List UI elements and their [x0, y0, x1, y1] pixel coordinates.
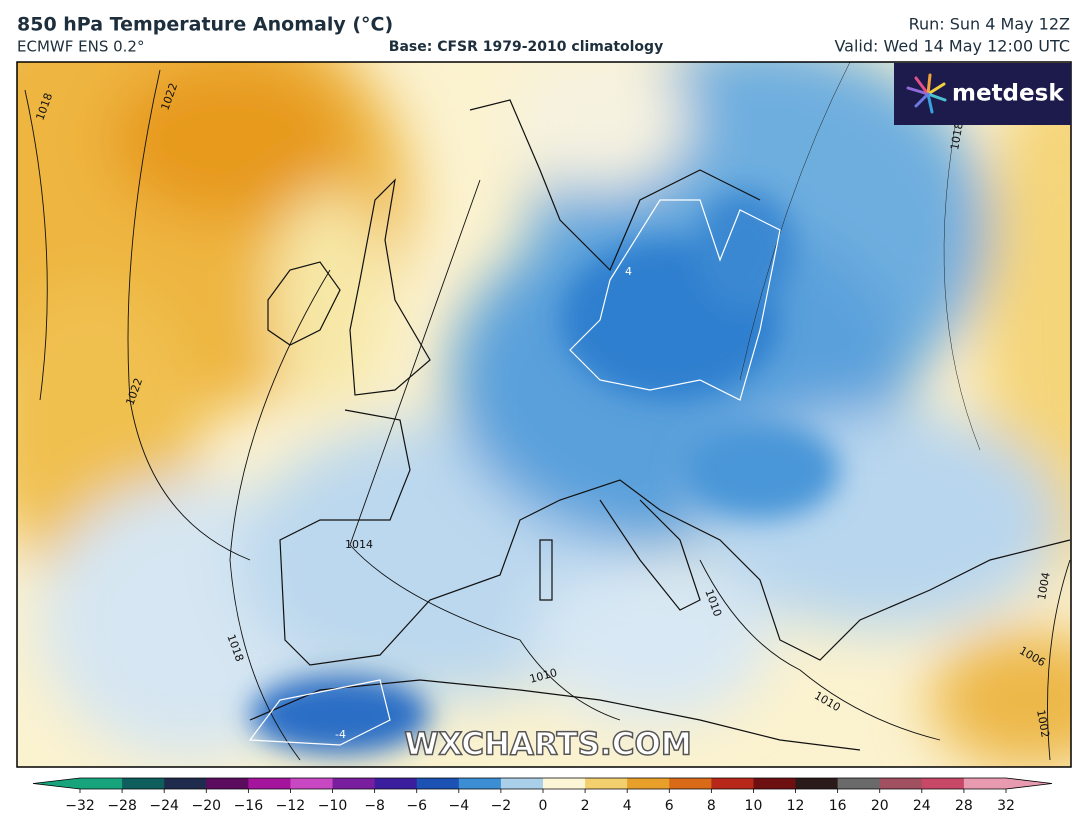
colorbar-segment — [921, 778, 965, 789]
colorbar-tick-label: −16 — [234, 798, 264, 814]
title: 850 hPa Temperature Anomaly (°C) — [17, 14, 393, 36]
colorbar-tick-label: 8 — [707, 798, 716, 814]
base: Base: CFSR 1979-2010 climatology — [389, 39, 663, 55]
logo-icon — [906, 73, 947, 114]
colorbar-tick-label: −10 — [318, 798, 348, 814]
colorbar-segment — [627, 778, 670, 789]
colorbar-segment — [206, 778, 249, 789]
colorbar-tick-label: 32 — [997, 798, 1015, 814]
colorbar-segment — [669, 778, 712, 789]
contour-label: 4 — [625, 265, 632, 278]
colorbar: −32 −28 −24 −20 −16 −12 −10 −8 −6 −4 −2 0 2 4 6 8 10 12 16… — [32, 777, 1053, 814]
contour-label: -4 — [335, 728, 346, 741]
isobar-label: 1014 — [345, 538, 373, 551]
colorbar-tick-label: 2 — [581, 798, 590, 814]
colorbar-segment — [500, 778, 544, 789]
colorbar-tick-label: 10 — [745, 798, 763, 814]
colorbar-tick-label: −6 — [406, 798, 427, 814]
colorbar-tick-label: 16 — [829, 798, 847, 814]
colorbar-segment — [837, 778, 881, 789]
logo-text: metdesk — [952, 81, 1064, 107]
colorbar-tick-label: −28 — [107, 798, 137, 814]
colorbar-tick-label: 24 — [913, 798, 931, 814]
colorbar-tick-label: −12 — [276, 798, 306, 814]
colorbar-tick-label: −32 — [65, 798, 95, 814]
colorbar-segment — [332, 778, 376, 789]
isobar-label: 1004 — [1035, 571, 1053, 601]
colorbar-tick-label: 12 — [787, 798, 805, 814]
colorbar-segment — [164, 778, 207, 789]
colorbar-segment — [711, 778, 754, 789]
colorbar-extend-high — [1006, 778, 1052, 789]
colorbar-extend-low — [33, 778, 80, 789]
colorbar-tick-label: 28 — [955, 798, 973, 814]
colorbar-segment — [543, 778, 586, 789]
valid: Valid: Wed 14 May 12:00 UTC — [834, 37, 1070, 56]
colorbar-segment — [753, 778, 797, 789]
colorbar-segment — [963, 778, 1007, 789]
colorbar-tick-label: 6 — [665, 798, 674, 814]
colorbar-tick-label: −4 — [448, 798, 469, 814]
colorbar-segment — [374, 778, 418, 789]
colorbar-tick-label: −2 — [491, 798, 512, 814]
isobar-label: 1002 — [1034, 709, 1052, 739]
model: ECMWF ENS 0.2° — [17, 38, 144, 56]
colorbar-segment — [122, 778, 165, 789]
colorbar-tick-label: −20 — [191, 798, 221, 814]
colorbar-segment — [458, 778, 502, 789]
watermark: WXCHARTS.COM — [404, 727, 691, 763]
colorbar-tick-label: 0 — [539, 798, 548, 814]
colorbar-tick-label: 4 — [623, 798, 632, 814]
colorbar-segment — [290, 778, 334, 789]
colorbar-segment — [795, 778, 839, 789]
colorbar-tick-label: −24 — [149, 798, 179, 814]
isobar-label: 1018 — [948, 121, 966, 151]
colorbar-segment — [416, 778, 460, 789]
colorbar-tick-label: −8 — [364, 798, 385, 814]
colorbar-segment — [80, 778, 123, 789]
colorbar-segment — [585, 778, 628, 789]
map: 1018 1022 1022 1014 1018 1010 1010 1010 … — [17, 62, 1071, 767]
colorbar-segment — [248, 778, 291, 789]
colorbar-tick-label: 20 — [871, 798, 889, 814]
colorbar-segment — [879, 778, 923, 789]
run: Run: Sun 4 May 12Z — [909, 15, 1070, 34]
map-frame — [16, 61, 1072, 768]
